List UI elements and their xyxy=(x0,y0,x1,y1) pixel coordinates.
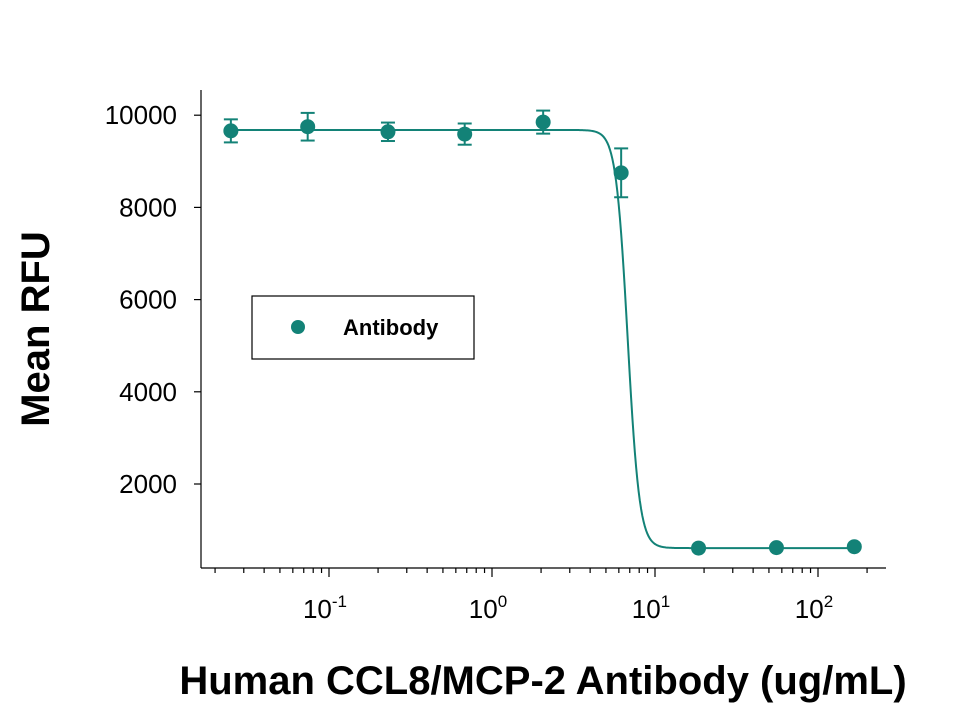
data-point xyxy=(223,123,239,139)
x-axis-title: Human CCL8/MCP-2 Antibody (ug/mL) xyxy=(179,659,906,703)
y-axis-ticks: 2000 4000 6000 8000 10000 xyxy=(105,100,201,499)
y-tick-label: 8000 xyxy=(119,192,177,222)
legend-label: Antibody xyxy=(343,315,439,340)
x-tick-base: 10 xyxy=(632,594,661,624)
legend-marker xyxy=(291,320,305,334)
axes xyxy=(200,90,886,569)
x-tick-label: 101 xyxy=(632,592,670,624)
data-point xyxy=(691,540,707,556)
data-point xyxy=(613,165,629,181)
x-tick-exponent: -1 xyxy=(332,592,347,611)
x-tick-base: 10 xyxy=(469,594,498,624)
data-point xyxy=(768,540,784,556)
x-tick-label: 100 xyxy=(469,592,507,624)
y-tick-label: 6000 xyxy=(119,285,177,315)
legend-box xyxy=(251,295,475,360)
y-tick-label: 4000 xyxy=(119,377,177,407)
data-point xyxy=(846,539,862,555)
x-tick-exponent: 1 xyxy=(661,592,670,611)
x-tick-base: 10 xyxy=(303,594,332,624)
data-point xyxy=(457,126,473,142)
y-axis-title: Mean RFU xyxy=(14,231,58,427)
y-tick-label: 10000 xyxy=(105,100,177,130)
x-tick-label: 102 xyxy=(795,592,833,624)
data-point xyxy=(535,114,551,130)
x-tick-exponent: 2 xyxy=(824,592,833,611)
x-tick-exponent: 0 xyxy=(498,592,507,611)
data-point xyxy=(300,119,316,135)
data-points xyxy=(223,109,862,556)
x-tick-label: 10-1 xyxy=(303,592,347,624)
y-tick-label: 2000 xyxy=(119,469,177,499)
legend: Antibody xyxy=(251,295,475,360)
data-point xyxy=(380,124,396,140)
x-tick-base: 10 xyxy=(795,594,824,624)
x-axis-ticks: 10-1 100 101 102 xyxy=(214,568,868,624)
